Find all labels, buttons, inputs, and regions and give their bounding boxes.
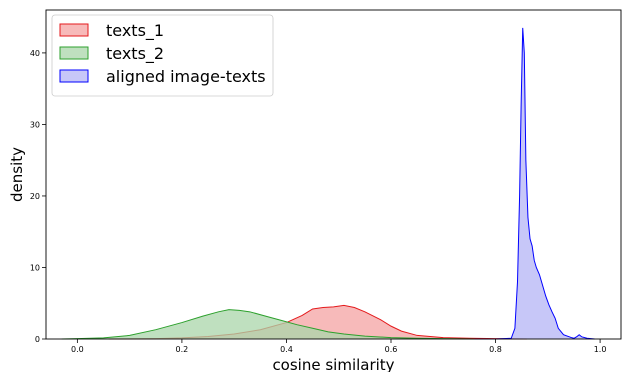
y-axis-label: density [8, 147, 26, 202]
density-line-series-2 [61, 309, 475, 340]
density-areas [61, 27, 595, 340]
density-fill-series-2 [61, 309, 475, 339]
density-line-series-3 [474, 27, 595, 340]
legend-label: aligned image-texts [106, 67, 266, 86]
y-tick-label: 0 [35, 335, 40, 344]
x-axis-label: cosine similarity [272, 356, 394, 372]
plot-frame [45, 9, 622, 340]
legend-swatch [59, 69, 89, 83]
y-tick-label: 30 [30, 120, 40, 129]
y-tick-label: 20 [30, 192, 40, 201]
legend-box [51, 14, 274, 97]
x-axis-ticks: 0.0 0.2 0.4 0.6 0.8 1.0 [71, 339, 606, 354]
x-tick-label: 0.0 [71, 345, 84, 354]
legend-swatch [59, 46, 89, 60]
x-tick-label: 0.2 [176, 345, 189, 354]
legend-label: texts_1 [106, 21, 164, 41]
density-fill-series-1 [108, 305, 527, 339]
x-tick-label: 0.4 [280, 345, 293, 354]
x-tick-label: 0.8 [489, 345, 502, 354]
x-tick-label: 0.6 [385, 345, 398, 354]
y-tick-label: 40 [30, 49, 40, 58]
density-fill-series-3 [474, 27, 595, 339]
y-axis-ticks: 0 10 20 30 40 [30, 49, 46, 344]
legend-label: texts_2 [106, 44, 164, 64]
legend-swatch [59, 23, 89, 37]
x-tick-label: 1.0 [594, 345, 607, 354]
y-tick-label: 10 [30, 263, 40, 272]
